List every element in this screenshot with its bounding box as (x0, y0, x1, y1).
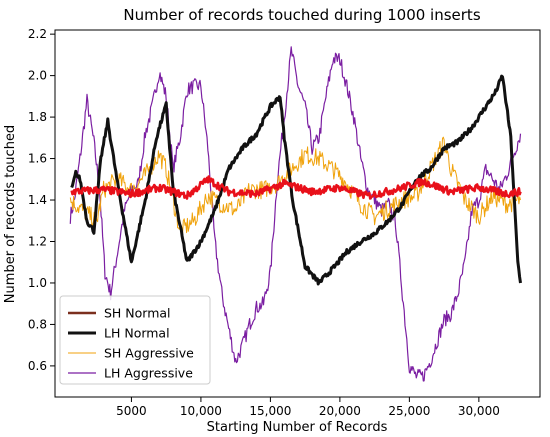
series-line-sh-aggressive (69, 136, 521, 237)
chart-title: Number of records touched during 1000 in… (123, 6, 480, 24)
series-line-lh-aggressive (69, 46, 522, 382)
legend-label-lh-aggressive: LH Aggressive (104, 366, 193, 381)
series-line-lh-normal (70, 74, 522, 286)
y-tick-label: 1.6 (28, 152, 47, 166)
x-tick-label: 15,000 (249, 404, 291, 418)
y-tick-label: 0.6 (28, 359, 47, 373)
x-tick-label: 5000 (116, 404, 147, 418)
plot-frame (54, 29, 541, 398)
x-tick-label: 20,000 (319, 404, 361, 418)
legend: SH Normal LH Normal SH Aggressive LH Aggres… (59, 295, 211, 385)
y-axis-label: Number of records touched (3, 125, 18, 303)
y-tick-label: 1.4 (28, 193, 47, 207)
legend-label-sh-normal: SH Normal (104, 306, 171, 321)
legend-label-lh-normal: LH Normal (104, 326, 170, 341)
y-tick-label: 1.0 (28, 276, 47, 290)
x-axis: 5000 10,000 15,000 20,000 25,000 30,000 (116, 397, 500, 418)
x-tick-label: 10,000 (180, 404, 222, 418)
y-axis: 0.6 0.8 1.0 1.2 1.4 1.6 1.8 2.0 2.2 (28, 27, 55, 373)
x-tick-label: 30,000 (458, 404, 500, 418)
legend-box (59, 295, 211, 385)
y-tick-label: 0.8 (28, 317, 47, 331)
legend-label-sh-aggressive: SH Aggressive (104, 346, 194, 361)
y-tick-label: 1.8 (28, 110, 47, 124)
x-tick-label: 25,000 (388, 404, 430, 418)
plot-lines (69, 46, 522, 382)
x-axis-label: Starting Number of Records (207, 420, 388, 435)
y-tick-label: 2.2 (28, 27, 47, 41)
y-tick-label: 2.0 (28, 69, 47, 83)
y-tick-label: 1.2 (28, 234, 47, 248)
series-line-sh-normal (70, 175, 522, 200)
